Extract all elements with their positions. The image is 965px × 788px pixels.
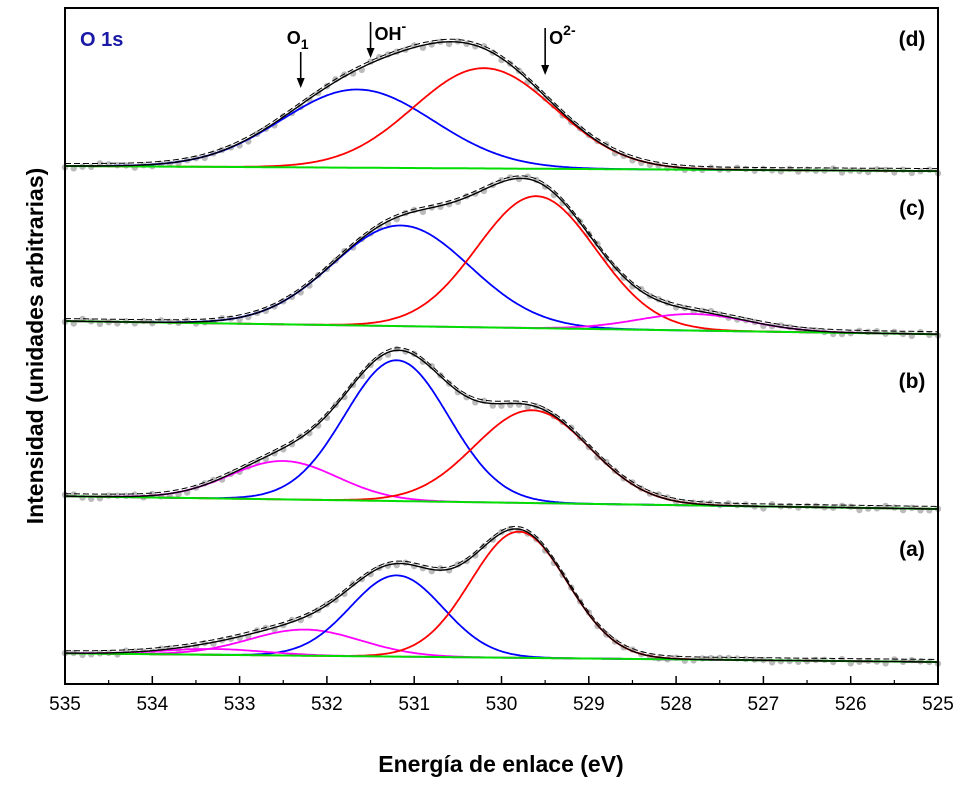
data-point [393, 561, 400, 569]
data-point [515, 401, 523, 408]
data-point [821, 656, 828, 663]
x-tick-label: 527 [748, 694, 780, 715]
spectrum-panel-b [61, 345, 942, 514]
background-line [65, 320, 938, 336]
panel-label: (d) [899, 28, 926, 51]
data-point [742, 655, 750, 663]
data-point [341, 590, 348, 598]
data-point [559, 199, 566, 207]
spectrum-panel-c [61, 173, 942, 340]
data-point [795, 168, 802, 175]
peak-label-superscript: - [402, 18, 407, 34]
envelope-fit-line [65, 349, 938, 510]
x-tick-label: 531 [398, 694, 430, 715]
peak-label: O2- [549, 22, 576, 48]
data-point [79, 494, 86, 501]
data-point [341, 393, 348, 401]
peak-label: O1 [287, 28, 309, 52]
component-oh-line [64, 224, 938, 336]
envelope-fit-line [65, 40, 938, 172]
panel-label: (a) [899, 538, 925, 561]
envelope-fit-line [65, 528, 938, 663]
x-tick-label: 525 [922, 694, 954, 715]
x-axis: 535 534 533 532 531 530 529 528 527 526 525 [49, 676, 954, 715]
panel-label: (b) [899, 370, 926, 393]
data-point [402, 559, 409, 566]
plot-frame [64, 7, 939, 685]
envelope-fit-line [64, 177, 938, 335]
data-point [550, 191, 558, 199]
peak-label-subscript: 1 [301, 36, 309, 52]
panel-label: (c) [899, 197, 925, 220]
x-tick-label: 526 [835, 694, 867, 715]
panel-labels: (a) (b) (c) (d) [899, 28, 926, 561]
data-point [297, 433, 304, 440]
data-point [315, 422, 322, 429]
arrow-head [366, 48, 375, 58]
data-point [777, 168, 785, 175]
spectrum-panel-d [61, 38, 942, 177]
arrow-head [296, 78, 305, 88]
x-tick-label: 529 [573, 694, 605, 715]
x-axis-label: Energía de enlace (eV) [378, 751, 623, 777]
x-tick-label: 528 [660, 694, 692, 715]
peak-label-superscript: 2- [563, 22, 576, 38]
x-tick-label: 533 [224, 694, 256, 715]
component-o2-line [65, 409, 938, 510]
data-point [498, 56, 505, 64]
data-point [594, 454, 601, 461]
data-point [306, 430, 313, 437]
peak-label-main: O [549, 28, 563, 48]
data-point [629, 283, 636, 290]
envelope-dashed-line [65, 38, 938, 170]
data-point [899, 166, 907, 173]
data-point [393, 345, 400, 353]
arrow-head [541, 65, 550, 75]
peak-label-main: O [287, 28, 301, 48]
data-point [795, 658, 802, 665]
peak-label-main: OH [375, 24, 402, 44]
envelope-dashed-line [64, 175, 938, 333]
x-tick-label: 532 [311, 694, 343, 715]
peak-markers: O1 OH-O2- [287, 18, 576, 88]
data-point [507, 401, 514, 409]
data-point [803, 502, 811, 510]
x-tick-label: 534 [136, 694, 168, 715]
spectrum-panel-a [61, 525, 942, 667]
x-tick-label: 535 [49, 694, 81, 715]
spectra-layer [61, 38, 942, 667]
chart-title: O 1s [80, 29, 123, 51]
peak-label: OH- [375, 18, 407, 44]
envelope-dashed-line [65, 525, 938, 660]
envelope-dashed-line [65, 347, 938, 507]
data-point [358, 372, 365, 379]
y-axis-label: Intensidad (unidades arbitrarias) [22, 168, 48, 525]
x-tick-label: 530 [486, 694, 518, 715]
component-o2-line [64, 195, 938, 336]
